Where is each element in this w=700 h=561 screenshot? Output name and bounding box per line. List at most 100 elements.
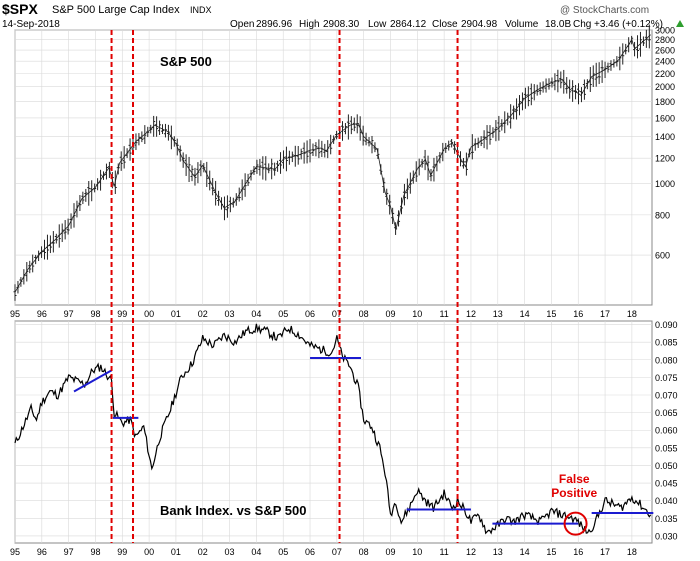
price-y-tick-label: 800 [655,210,670,220]
price-x-tick-label: 96 [37,309,47,319]
ratio-x-tick-label: 16 [573,547,583,557]
price-grid [14,29,652,305]
ratio-x-tick-label: 17 [600,547,610,557]
ratio-line [14,323,652,535]
ratio-x-tick-label: 06 [305,547,315,557]
ratio-grid [14,321,652,543]
price-panel: 6008001000120014001600180020002200240026… [10,24,675,319]
price-x-tick-label: 05 [278,309,288,319]
ratio-x-tick-label: 10 [412,547,422,557]
price-panel-title: S&P 500 [160,54,212,69]
ratio-x-tick-label: 05 [278,547,288,557]
price-y-tick-label: 1800 [655,97,675,107]
ratio-panel: 0.030 0.035 0.040 0.045 0.050 0.055 0.060 0.065… [10,320,678,557]
price-y-tick-label: 2200 [655,69,675,79]
price-x-tick-label: 98 [90,309,100,319]
price-y-tick-label: 600 [655,251,670,261]
high-value: 2908.30 [323,19,360,30]
symbol: $SPX [2,1,38,17]
ratio-x-tick-label: 09 [385,547,395,557]
price-x-tick-label: 12 [466,309,476,319]
price-y-axis: 600 800 1000 1200 1400 1600 1800 2000 2200 240026… [655,26,675,261]
price-x-tick-label: 16 [573,309,583,319]
price-x-tick-label: 18 [627,309,637,319]
price-x-tick-label: 09 [385,309,395,319]
chg-value: +3.46 (+0.12%) [594,19,663,30]
price-x-tick-label: 95 [10,309,20,319]
price-x-tick-label: 07 [332,309,342,319]
price-y-tick-label: 2600 [655,46,675,56]
price-x-tick-label: 11 [439,309,448,319]
exchange: INDX [190,5,212,15]
price-x-tick-label: 10 [412,309,422,319]
ratio-panel-title: Bank Index. vs S&P 500 [160,503,306,518]
ratio-x-tick-label: 99 [117,547,127,557]
ratio-y-tick-label: 0.035 [655,514,678,524]
ratio-x-tick-label: 12 [466,547,476,557]
price-x-tick-label: 14 [520,309,530,319]
ratio-y-tick-label: 0.080 [655,355,678,365]
ratio-x-tick-label: 98 [90,547,100,557]
chg-label: Chg [573,19,591,30]
price-x-tick-label: 08 [359,309,369,319]
price-y-tick-label: 3000 [655,26,675,36]
close-value: 2904.98 [461,19,498,30]
annotation-circle [563,511,588,536]
price-y-tick-label: 1600 [655,113,675,123]
ratio-x-tick-label: 11 [439,547,448,557]
ratio-y-tick-label: 0.045 [655,479,678,489]
price-x-tick-label: 13 [493,309,503,319]
annotation-text: Positive [551,486,597,500]
price-x-tick-label: 97 [64,309,74,319]
ratio-y-tick-label: 0.060 [655,426,678,436]
ratio-x-tick-label: 08 [359,547,369,557]
price-y-tick-label: 2400 [655,57,675,67]
vertical-markers [110,30,459,543]
price-x-tick-label: 04 [251,309,261,319]
price-y-tick-label: 1400 [655,132,675,142]
price-x-tick-label: 15 [546,309,556,319]
price-y-tick-label: 2000 [655,82,675,92]
support-line [73,369,113,393]
price-x-tick-label: 06 [305,309,315,319]
ratio-x-tick-label: 01 [171,547,181,557]
ratio-y-tick-label: 0.065 [655,408,678,418]
price-x-tick-label: 00 [144,309,154,319]
ratio-y-tick-label: 0.050 [655,461,678,471]
ratio-x-tick-label: 13 [493,547,503,557]
ratio-x-tick-label: 04 [251,547,261,557]
ratio-y-tick-label: 0.030 [655,531,678,541]
ratio-x-axis: 95 96 97 98 99 00 01 02 03 04 05 06 07 08 09 10 11 12 13 14… [10,547,637,557]
price-ohlc-bars [13,24,651,301]
ratio-y-axis: 0.030 0.035 0.040 0.045 0.050 0.055 0.060 0.065… [655,320,678,541]
price-x-tick-label: 01 [171,309,181,319]
ratio-x-tick-label: 15 [546,547,556,557]
ratio-x-tick-label: 14 [520,547,530,557]
open-value: 2896.96 [256,19,293,30]
price-x-tick-label: 02 [198,309,208,319]
ratio-y-tick-label: 0.085 [655,338,678,348]
low-label: Low [368,19,387,30]
price-y-tick-label: 2800 [655,35,675,45]
price-x-tick-label: 99 [117,309,127,319]
ratio-y-tick-label: 0.070 [655,391,678,401]
price-x-tick-label: 03 [225,309,235,319]
ratio-x-tick-label: 02 [198,547,208,557]
ratio-x-tick-label: 97 [64,547,74,557]
ratio-x-tick-label: 03 [225,547,235,557]
close-label: Close [432,19,458,30]
ratio-x-tick-label: 07 [332,547,342,557]
open-label: Open [230,19,254,30]
volume-value: 18.0B [545,19,571,30]
ratio-y-tick-label: 0.040 [655,496,678,506]
ratio-x-tick-label: 96 [37,547,47,557]
support-lines [73,357,654,525]
index-name: S&P 500 Large Cap Index [52,4,180,16]
stockcharts-watermark: @ StockCharts.com [560,5,649,16]
high-label: High [299,19,320,30]
volume-label: Volume [505,19,539,30]
annotation-text: False [559,472,590,486]
ratio-y-tick-label: 0.055 [655,443,678,453]
